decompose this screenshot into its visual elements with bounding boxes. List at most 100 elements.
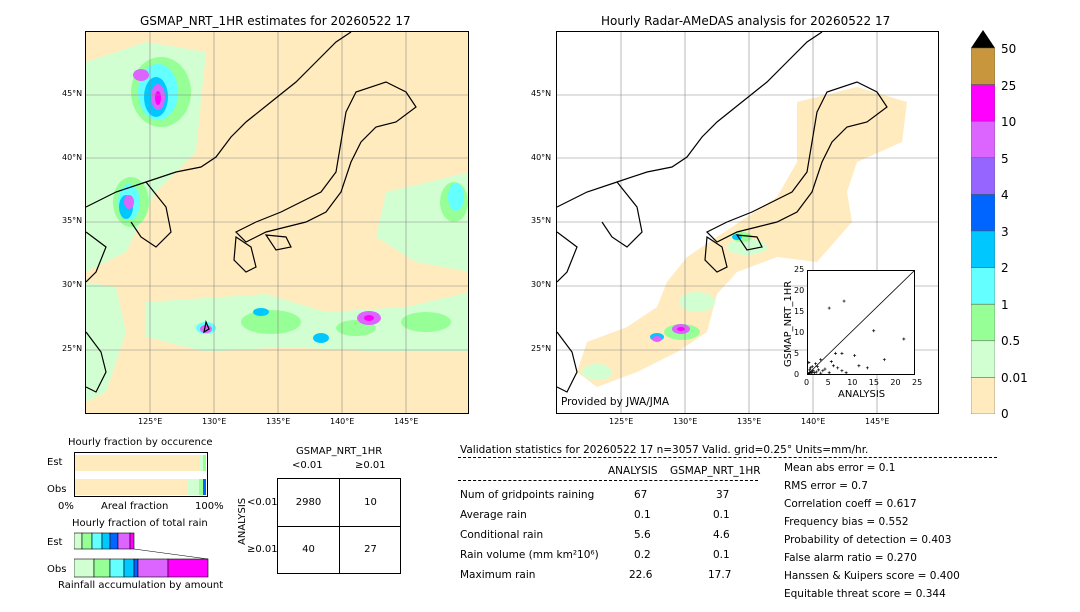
contingency-header: GSMAP_NRT_1HR	[296, 446, 383, 457]
scatter-xtick: 25	[912, 378, 923, 387]
colorbar-swatch	[970, 194, 996, 232]
contingency-cell-b: 10	[364, 497, 377, 508]
scatter-point	[817, 368, 821, 372]
stat-row-analysis: 67	[634, 489, 648, 501]
colorbar-swatch	[970, 47, 996, 85]
left-lon-label: 130°E	[202, 417, 227, 426]
rain-fraction-title: Hourly fraction of total rain	[72, 518, 208, 529]
scatter-point	[823, 367, 827, 371]
data-credit: Provided by JWA/JMA	[561, 396, 670, 408]
colorbar-label: 1	[1001, 298, 1009, 312]
stat-row-gsmap: 0.1	[713, 509, 730, 521]
scatter-point	[815, 365, 819, 369]
scatter-xtick: 15	[868, 378, 879, 387]
stat-row-label: Num of gridpoints raining	[460, 489, 595, 501]
occurrence-est-label: Est	[47, 457, 63, 468]
occurrence-obs-bar	[187, 479, 199, 495]
left-lat-label: 30°N	[62, 280, 83, 289]
scatter-point	[842, 299, 846, 303]
colorbar-swatch	[970, 303, 996, 342]
colorbar-swatch	[970, 120, 996, 159]
colorbar-label: 25	[1001, 79, 1017, 93]
scatter-point	[836, 366, 840, 370]
colorbar-label: 0	[1001, 407, 1009, 421]
occurrence-box	[74, 452, 208, 497]
scatter-point	[819, 371, 823, 375]
stat-row-gsmap: 0.1	[713, 549, 730, 561]
left-lat-label: 25°N	[62, 344, 83, 353]
occurrence-obs-label: Obs	[47, 484, 67, 495]
score-line: Hanssen & Kuipers score = 0.400	[784, 570, 960, 582]
right-map-title: Hourly Radar-AMeDAS analysis for 2026052…	[601, 14, 891, 28]
scatter-xtick: 5	[825, 378, 831, 387]
scatter-point	[819, 358, 823, 362]
contingency-row-lt: <0.01	[247, 497, 278, 508]
scatter-point	[812, 371, 816, 375]
occurrence-axis-mid: Areal fraction	[101, 501, 169, 512]
rain-fraction-footer: Rainfall accumulation by amount	[58, 580, 224, 591]
scatter-diagonal	[807, 270, 915, 375]
score-line: Correlation coeff = 0.617	[784, 498, 917, 510]
scatter-point	[809, 366, 813, 370]
scatter-ytick: 0	[794, 370, 800, 379]
scatter-point	[829, 360, 833, 364]
scatter-point	[814, 370, 818, 374]
scatter-point	[821, 369, 825, 373]
colorbar-label: 3	[1001, 225, 1009, 239]
stat-row-analysis: 5.6	[634, 529, 651, 541]
colorbar-swatch	[970, 267, 996, 305]
colorbar-swatch	[970, 84, 996, 122]
colorbar-swatch	[970, 230, 996, 268]
score-line: RMS error = 0.7	[784, 480, 868, 492]
colorbar-label: 50	[1001, 42, 1017, 56]
stat-row-gsmap: 4.6	[713, 529, 730, 541]
left-lon-label: 125°E	[138, 417, 163, 426]
scatter-point	[814, 362, 818, 366]
score-line: False alarm ratio = 0.270	[784, 552, 917, 564]
scatter-point	[853, 353, 857, 357]
rain-fraction-chart	[74, 532, 209, 578]
rain-fraction-obs-label: Obs	[47, 564, 67, 575]
stat-row-analysis: 0.1	[634, 509, 651, 521]
stat-row-label: Average rain	[460, 509, 527, 521]
right-lon-label: 135°E	[737, 417, 762, 426]
scatter-ytick: 15	[794, 307, 805, 316]
colorbar-label: 10	[1001, 115, 1017, 129]
scatter-point	[831, 364, 835, 368]
colorbar-swatch	[970, 340, 996, 378]
validation-divider	[458, 480, 758, 481]
scatter-canvas	[806, 270, 915, 376]
occurrence-obs-bar	[199, 479, 203, 495]
left-map-title: GSMAP_NRT_1HR estimates for 20260522 17	[140, 14, 411, 28]
left-lat-label: 45°N	[62, 89, 83, 98]
scatter-point	[844, 371, 848, 375]
scatter-xlabel: ANALYSIS	[838, 389, 886, 400]
occurrence-obs-bar	[203, 479, 206, 495]
scatter-point	[811, 369, 815, 373]
scatter-xtick: 10	[847, 378, 858, 387]
scatter-point	[808, 368, 812, 372]
colorbar-label: 5	[1001, 152, 1009, 166]
occurrence-est-bar	[75, 455, 200, 471]
colorbar	[970, 30, 996, 415]
scatter-ylabel: GSMAP_NRT_1HR	[783, 280, 794, 367]
left-map	[85, 31, 469, 414]
validation-col-gsmap: GSMAP_NRT_1HR	[670, 465, 761, 477]
right-lat-label: 45°N	[531, 89, 552, 98]
stat-row-label: Conditional rain	[460, 529, 544, 541]
colorbar-label: 2	[1001, 261, 1009, 275]
score-line: Mean abs error = 0.1	[784, 462, 896, 474]
occurrence-axis-left: 0%	[58, 501, 74, 512]
contingency-table: 2980 10 40 27	[277, 478, 401, 574]
contingency-col-ge: ≥0.01	[355, 460, 386, 471]
contingency-cell-a: 2980	[295, 497, 322, 508]
left-lon-label: 135°E	[266, 417, 291, 426]
colorbar-canvas	[970, 30, 996, 415]
rain-fraction-est-label: Est	[47, 537, 63, 548]
right-lon-label: 130°E	[673, 417, 698, 426]
scatter-point	[827, 306, 831, 310]
right-lon-label: 145°E	[865, 417, 890, 426]
scatter-point	[810, 365, 814, 369]
scatter-ytick: 5	[794, 349, 800, 358]
colorbar-label: 0.5	[1001, 334, 1021, 348]
